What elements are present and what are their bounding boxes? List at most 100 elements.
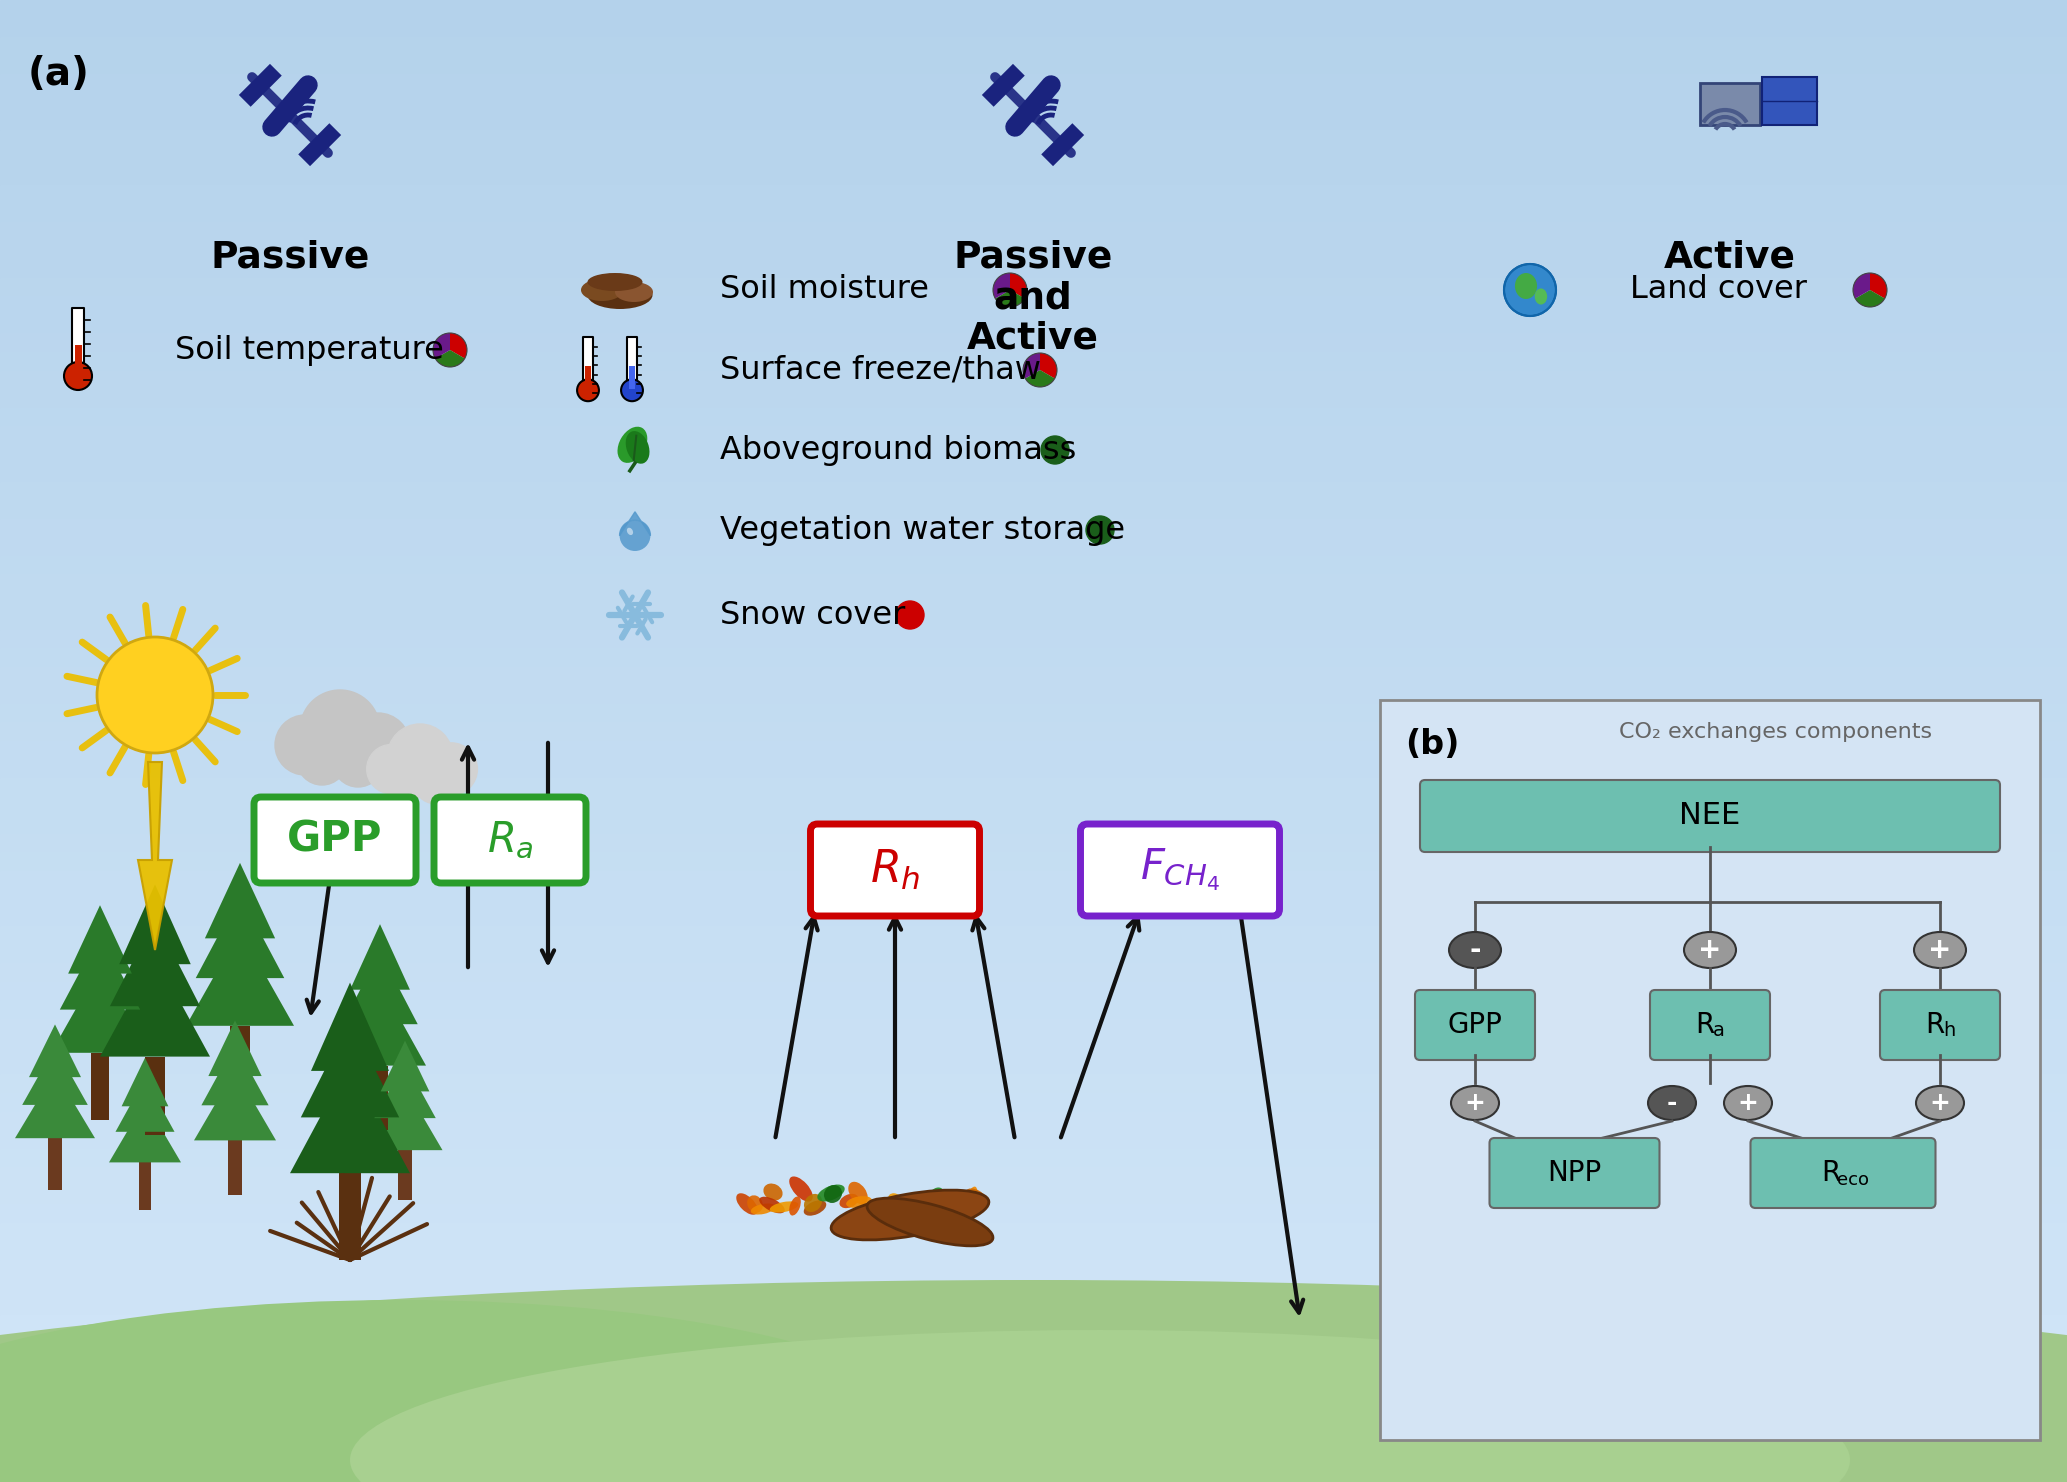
FancyBboxPatch shape	[1420, 780, 2001, 852]
Bar	[0, 166, 2067, 187]
Ellipse shape	[1916, 1086, 1964, 1120]
Ellipse shape	[763, 1190, 785, 1206]
Bar	[0, 1297, 2067, 1317]
Text: h: h	[1943, 1021, 1955, 1040]
Bar	[0, 1277, 2067, 1298]
Ellipse shape	[1534, 289, 1548, 305]
Ellipse shape	[926, 1184, 943, 1203]
Ellipse shape	[914, 1184, 932, 1197]
Bar	[0, 1055, 2067, 1076]
Bar	[0, 667, 2067, 688]
Ellipse shape	[957, 1186, 974, 1206]
Polygon shape	[116, 1079, 174, 1132]
Bar	[0, 556, 2067, 576]
Text: $F_{CH_4}$: $F_{CH_4}$	[1141, 846, 1220, 894]
Polygon shape	[1025, 370, 1054, 387]
Ellipse shape	[349, 1329, 1850, 1482]
Circle shape	[387, 725, 453, 790]
Text: Passive
and
Active: Passive and Active	[953, 240, 1112, 356]
Polygon shape	[120, 885, 190, 965]
Bar	[0, 778, 2067, 799]
Bar	[626, 338, 637, 388]
Polygon shape	[1011, 273, 1027, 298]
Circle shape	[1505, 264, 1556, 316]
Text: +: +	[1699, 937, 1722, 963]
Bar	[0, 1426, 2067, 1446]
Polygon shape	[14, 1071, 95, 1138]
Bar	[399, 1150, 411, 1200]
Text: Vegetation water storage: Vegetation water storage	[719, 514, 1124, 545]
Text: a: a	[1714, 1021, 1726, 1040]
Bar	[72, 308, 85, 373]
Polygon shape	[194, 1070, 277, 1141]
Bar	[0, 1186, 2067, 1206]
Polygon shape	[1023, 353, 1040, 378]
Text: +: +	[1466, 1091, 1486, 1114]
Circle shape	[620, 520, 651, 551]
Bar	[628, 366, 635, 390]
Ellipse shape	[862, 1194, 883, 1218]
Bar	[91, 1052, 110, 1120]
Bar	[0, 462, 2067, 483]
Polygon shape	[138, 762, 172, 950]
Bar	[0, 1260, 2067, 1280]
Text: Soil moisture: Soil moisture	[719, 274, 928, 305]
Ellipse shape	[1449, 932, 1501, 968]
Circle shape	[298, 735, 347, 785]
Polygon shape	[436, 350, 465, 368]
Polygon shape	[343, 951, 418, 1024]
Polygon shape	[205, 863, 275, 938]
Bar	[0, 630, 2067, 651]
Polygon shape	[349, 925, 409, 990]
Bar	[0, 612, 2067, 631]
Circle shape	[384, 760, 426, 802]
Bar	[0, 0, 2067, 21]
Text: Passive: Passive	[211, 240, 370, 276]
Text: +: +	[1929, 937, 1951, 963]
Bar	[0, 92, 2067, 113]
Bar	[339, 1174, 362, 1260]
Bar	[0, 408, 2067, 428]
Polygon shape	[310, 983, 389, 1071]
Bar	[0, 833, 2067, 854]
Bar	[0, 316, 2067, 335]
Polygon shape	[99, 956, 211, 1057]
Polygon shape	[374, 1063, 436, 1117]
Text: (a): (a)	[29, 55, 89, 93]
Circle shape	[64, 362, 93, 390]
Ellipse shape	[947, 1184, 961, 1215]
Bar	[0, 946, 2067, 965]
Bar	[0, 205, 2067, 224]
Ellipse shape	[626, 431, 649, 464]
Ellipse shape	[932, 1197, 951, 1208]
Bar	[0, 1149, 2067, 1169]
Polygon shape	[335, 983, 426, 1066]
Bar	[0, 1131, 2067, 1150]
Ellipse shape	[881, 1174, 895, 1202]
Bar	[0, 259, 2067, 280]
Bar	[0, 889, 2067, 910]
Bar	[0, 111, 2067, 132]
Bar	[0, 445, 2067, 465]
Bar	[0, 926, 2067, 947]
Bar	[0, 574, 2067, 594]
Bar	[0, 1408, 2067, 1429]
Text: Land cover: Land cover	[1631, 274, 1807, 305]
Text: NEE: NEE	[1678, 802, 1740, 830]
Polygon shape	[1852, 273, 1871, 298]
Bar	[0, 741, 2067, 762]
Bar	[583, 338, 593, 388]
Bar	[0, 351, 2067, 372]
Ellipse shape	[967, 1193, 994, 1212]
Ellipse shape	[831, 1190, 988, 1240]
Ellipse shape	[854, 1190, 866, 1211]
FancyBboxPatch shape	[254, 797, 415, 883]
Polygon shape	[451, 333, 467, 359]
Text: Snow cover: Snow cover	[719, 600, 905, 630]
Bar	[0, 759, 2067, 780]
Bar	[0, 19, 2067, 39]
Bar	[0, 1371, 2067, 1392]
Ellipse shape	[866, 1197, 992, 1246]
Bar	[0, 1168, 2067, 1187]
Polygon shape	[68, 906, 132, 974]
